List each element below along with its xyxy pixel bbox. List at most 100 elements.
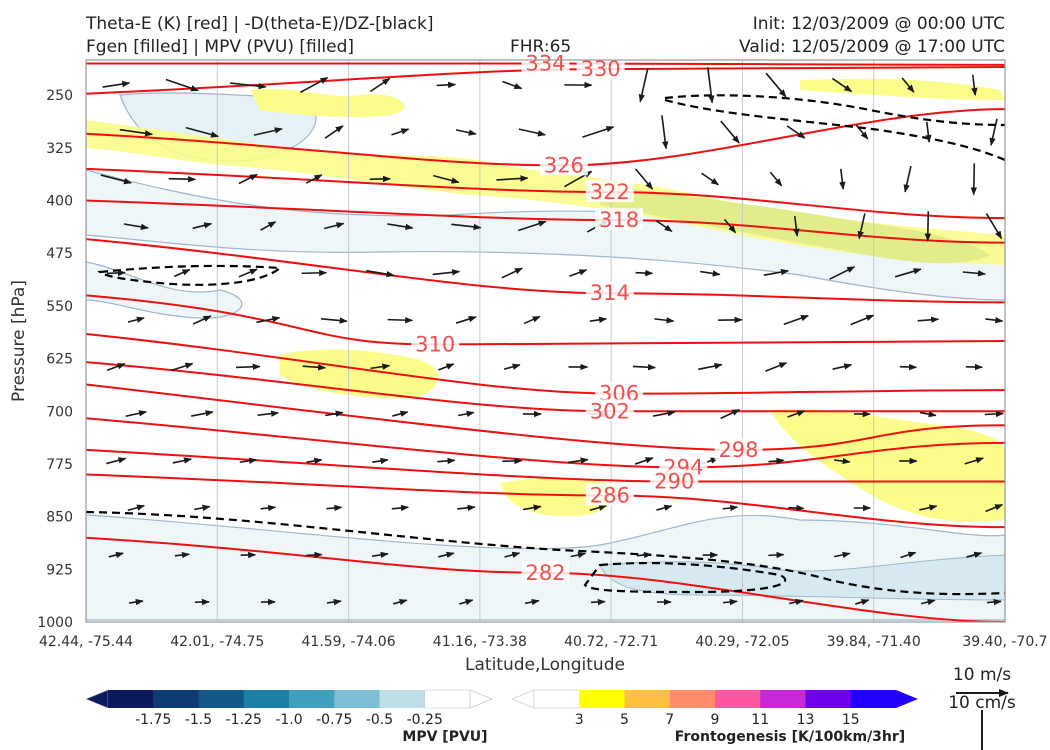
wind-arrow — [786, 125, 806, 139]
wind-arrow — [324, 222, 345, 230]
wind-arrow — [855, 124, 869, 140]
stability-contour-low — [86, 510, 1005, 596]
wind-arrow — [701, 172, 720, 186]
y-tick-label: 925 — [46, 562, 73, 578]
wind-arrow — [903, 165, 912, 193]
contour-label: 310 — [415, 333, 455, 357]
wind-arrow — [517, 220, 547, 232]
colorbar-swatch — [379, 690, 426, 708]
wind-arrow — [173, 268, 191, 278]
contour-label: 290 — [654, 470, 694, 494]
contour-label: 330 — [581, 57, 621, 81]
fgen-fill-top-right — [800, 78, 1005, 100]
wind-arrow — [523, 504, 542, 511]
colorbar-swatch — [153, 690, 199, 708]
wind-arrow — [455, 129, 477, 136]
wind-arrow — [966, 551, 983, 558]
wind-arrow — [636, 551, 652, 559]
wind-arrow — [787, 410, 806, 418]
wind-arrow — [392, 410, 409, 417]
wind-arrow — [763, 268, 789, 276]
contour-label: 314 — [590, 281, 630, 305]
theta-e-contour — [86, 448, 1005, 483]
wind-arrow — [919, 504, 938, 511]
title-line-2: Fgen [filled] | MPV (PVU) [filled] — [86, 37, 355, 57]
wind-arrow — [306, 457, 323, 465]
wind-arrow — [656, 504, 673, 511]
wind-arrow — [635, 269, 654, 277]
wind-arrow — [707, 67, 715, 104]
wind-arrow — [720, 120, 740, 144]
wind-arrow — [127, 504, 145, 512]
fgen-fill-top-left — [250, 88, 405, 118]
wind-arrow — [900, 551, 917, 559]
wind-arrow — [496, 175, 529, 182]
colorbar-extend-arrow — [469, 689, 493, 709]
colorbar-tick-label: 13 — [797, 712, 815, 728]
y-tick-label: 625 — [46, 352, 73, 368]
wind-arrow — [989, 118, 998, 146]
wind-arrow — [305, 174, 323, 184]
contour-label-background — [521, 51, 570, 74]
wind-arrow — [638, 68, 649, 103]
contour-label-background — [595, 208, 644, 231]
contour-label-background — [585, 399, 634, 422]
wind-arrow — [894, 268, 922, 278]
colorbar-swatch — [108, 690, 154, 708]
wind-arrow — [834, 457, 851, 465]
wind-arrow — [168, 175, 197, 183]
wind-arrow — [831, 77, 853, 93]
wind-arrow — [985, 503, 1004, 513]
wind-ref-label-2: 10 cm/s — [948, 693, 1016, 713]
wind-arrow — [502, 80, 523, 90]
colorbar-tick-label: 11 — [751, 712, 769, 728]
contour-label-background — [411, 332, 460, 355]
contour-label-background — [585, 180, 634, 203]
wind-arrow — [125, 410, 147, 418]
colorbar-swatch — [805, 690, 852, 708]
colorbar-swatch — [715, 690, 761, 708]
contour-label: 286 — [590, 484, 630, 508]
wind-arrow — [829, 266, 856, 280]
wind-arrow — [655, 219, 673, 233]
title-line-1: Theta-E (K) [red] | -D(theta-E)/DZ-[blac… — [86, 14, 434, 34]
contour-label-background — [595, 381, 644, 404]
wind-arrow — [970, 163, 978, 196]
wind-arrow — [438, 363, 455, 371]
wind-arrow — [391, 504, 409, 512]
colorbar-extend-arrow — [85, 689, 109, 709]
contour-label-background — [576, 57, 625, 80]
wind-arrow — [326, 504, 343, 512]
wind-arrow — [986, 598, 1002, 606]
wind-arrow — [523, 315, 541, 325]
wind-arrow — [919, 410, 937, 418]
wind-arrow — [504, 551, 521, 558]
wind-arrow — [723, 218, 737, 234]
wind-arrow — [839, 168, 846, 190]
colorbar-extend-arrow — [896, 690, 918, 708]
wind-arrow — [102, 80, 131, 88]
colorbar-swatch — [334, 690, 380, 708]
colorbar-tick-label: 15 — [842, 712, 860, 728]
wind-arrow — [194, 504, 211, 512]
contour-label: 298 — [718, 438, 758, 462]
colorbar-tick-label: 3 — [575, 712, 584, 728]
wind-arrow — [769, 171, 783, 187]
colorbar-tick-label: -0.5 — [366, 712, 393, 728]
colorbar-tick-label: 5 — [620, 712, 629, 728]
colorbar-swatch — [579, 690, 625, 708]
colorbar-tick-label: -0.75 — [316, 712, 352, 728]
stability-contour-top-right — [664, 94, 1005, 127]
y-tick-label: 550 — [46, 299, 73, 315]
wind-arrow — [324, 125, 344, 139]
wind-arrow — [387, 223, 414, 231]
y-tick-label: 700 — [46, 404, 73, 420]
wind-arrow — [569, 269, 588, 277]
colorbar-swatch — [243, 690, 290, 708]
x-tick-label: 40.72, -72.71 — [564, 634, 658, 650]
colorbar-tick-label: -1.75 — [135, 712, 171, 728]
contour-label-background — [650, 469, 699, 492]
wind-arrow — [119, 128, 153, 137]
wind-arrow — [917, 316, 940, 323]
